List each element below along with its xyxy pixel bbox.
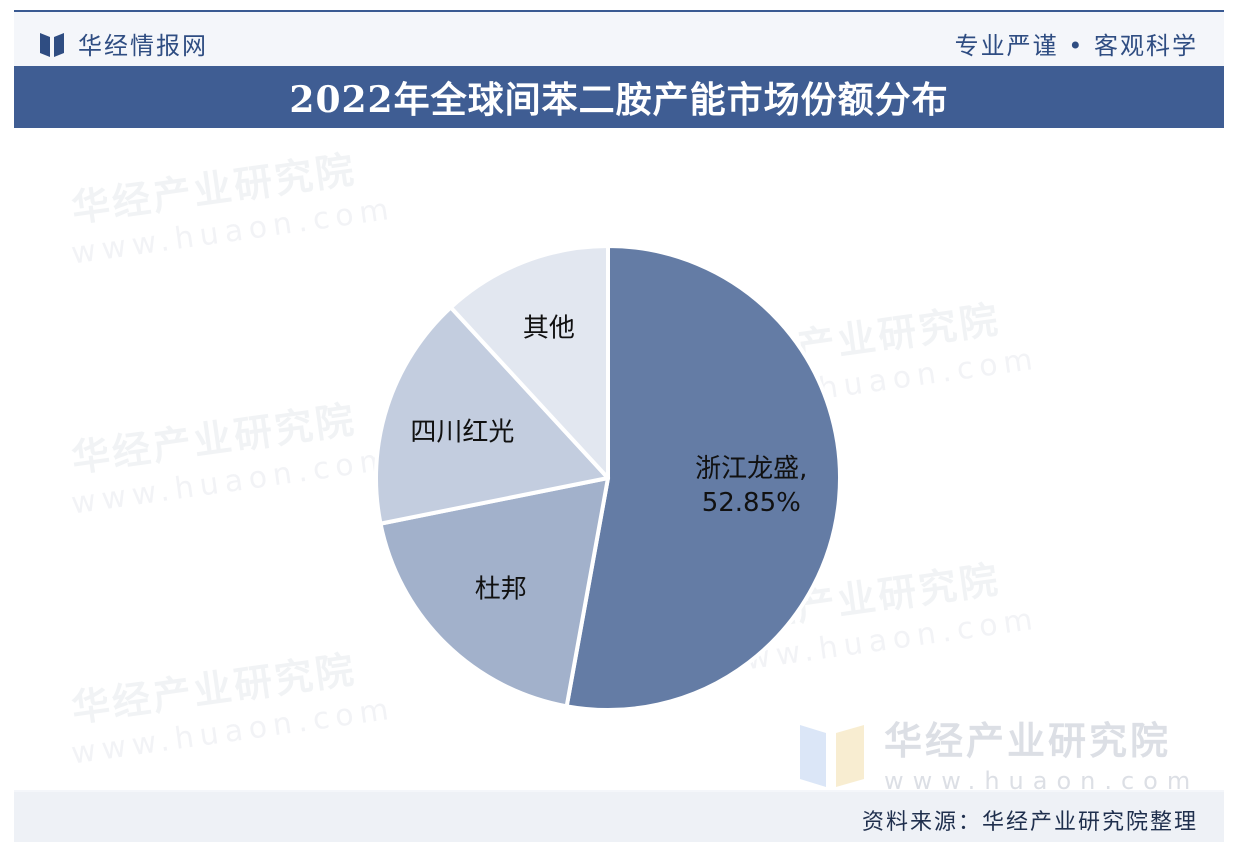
- plot-area: 华经产业研究院 www.huaon.com 华经产业研究院 www.huaon.…: [14, 128, 1224, 795]
- pie-chart: 浙江龙盛, 52.85% 杜邦 四川红光 其他: [374, 244, 842, 712]
- pie-slice: [564, 244, 842, 712]
- pie-slice: [378, 476, 610, 709]
- watermark-logo-name: 华经产业研究院: [884, 719, 1172, 763]
- slice-label: 浙江龙盛,: [695, 454, 807, 484]
- header: 华经情报网 专业严谨 • 客观科学: [14, 14, 1224, 66]
- brand-name: 华经情报网: [78, 32, 208, 60]
- slice-label: 四川红光: [410, 418, 514, 448]
- footer: 资料来源：华经产业研究院整理: [14, 792, 1224, 842]
- slogan: 专业严谨 • 客观科学: [954, 32, 1198, 60]
- title-bar: 2022年全球间苯二胺产能市场份额分布: [14, 66, 1224, 128]
- watermark-logo-url: www.huaon.com: [884, 767, 1200, 795]
- source-note: 资料来源：华经产业研究院整理: [861, 810, 1198, 835]
- top-rule: [14, 10, 1224, 12]
- slice-label: 其他: [523, 314, 575, 344]
- pie-slice: [374, 305, 610, 526]
- watermark-logo: 华经产业研究院 www.huaon.com: [800, 710, 1199, 795]
- slice-label: 杜邦: [475, 574, 527, 604]
- slice-value-label: 52.85%: [702, 488, 801, 518]
- chart-title: 2022年全球间苯二胺产能市场份额分布: [289, 79, 949, 121]
- brand-logo-icon: [40, 32, 64, 57]
- brand: 华经情报网: [40, 26, 208, 61]
- watermark-logo-icon: [800, 724, 864, 787]
- pie-slice: [448, 244, 610, 480]
